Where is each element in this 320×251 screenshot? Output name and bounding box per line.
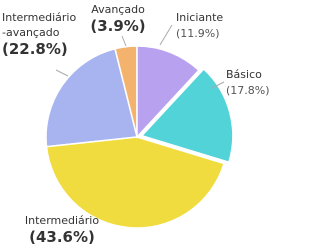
chart: Iniciante (11.9%) Básico (17.8%) Intermediár… <box>2 3 270 246</box>
slice-label: Intermediário -avançado <box>2 11 77 39</box>
pie-slice <box>140 67 234 164</box>
slice-label: Intermediário <box>24 214 100 227</box>
value-label: (3.9%) <box>90 17 146 35</box>
leader-line <box>121 35 127 47</box>
pie-canvas <box>45 24 234 229</box>
pie-slice <box>136 45 200 139</box>
slice-label: Básico <box>226 68 262 81</box>
value-label: (43.6%) <box>29 228 95 246</box>
slice-label: Avançado <box>91 3 145 16</box>
leader-line <box>211 81 225 89</box>
pie-slice <box>45 47 138 148</box>
value-label: (17.8%) <box>226 84 270 97</box>
value-label: (22.8%) <box>2 40 68 58</box>
pie-slice <box>45 136 225 229</box>
slice-label: Iniciante <box>176 11 224 24</box>
leader-line <box>159 24 173 46</box>
value-label: (11.9%) <box>176 27 220 40</box>
leader-line <box>55 69 69 77</box>
